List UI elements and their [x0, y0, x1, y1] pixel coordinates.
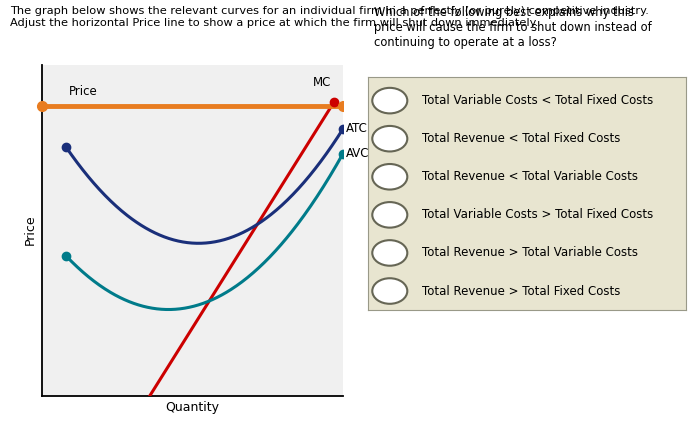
Text: Price: Price	[69, 85, 98, 98]
Text: ATC: ATC	[346, 123, 368, 135]
Text: Total Variable Costs > Total Fixed Costs: Total Variable Costs > Total Fixed Costs	[421, 209, 653, 221]
Y-axis label: Price: Price	[23, 215, 36, 246]
Circle shape	[372, 240, 407, 266]
Text: The graph below shows the relevant curves for an individual firm in a perfectly : The graph below shows the relevant curve…	[10, 6, 650, 16]
Text: Total Revenue > Total Variable Costs: Total Revenue > Total Variable Costs	[421, 246, 638, 259]
Text: Which of the following best explains why this
price will cause the firm to shut : Which of the following best explains why…	[374, 6, 652, 49]
Circle shape	[372, 278, 407, 304]
Text: Total Variable Costs < Total Fixed Costs: Total Variable Costs < Total Fixed Costs	[421, 94, 653, 107]
X-axis label: Quantity: Quantity	[165, 401, 220, 414]
Text: AVC: AVC	[346, 147, 370, 160]
Circle shape	[372, 164, 407, 190]
Circle shape	[372, 88, 407, 114]
Circle shape	[372, 126, 407, 151]
Text: Total Revenue < Total Fixed Costs: Total Revenue < Total Fixed Costs	[421, 132, 620, 145]
Text: Adjust the horizontal Price line to show a price at which the firm will shut dow: Adjust the horizontal Price line to show…	[10, 18, 539, 28]
Text: Total Revenue > Total Fixed Costs: Total Revenue > Total Fixed Costs	[421, 285, 620, 298]
Text: MC: MC	[313, 76, 331, 89]
Text: Total Revenue < Total Variable Costs: Total Revenue < Total Variable Costs	[421, 170, 638, 183]
Circle shape	[372, 202, 407, 227]
